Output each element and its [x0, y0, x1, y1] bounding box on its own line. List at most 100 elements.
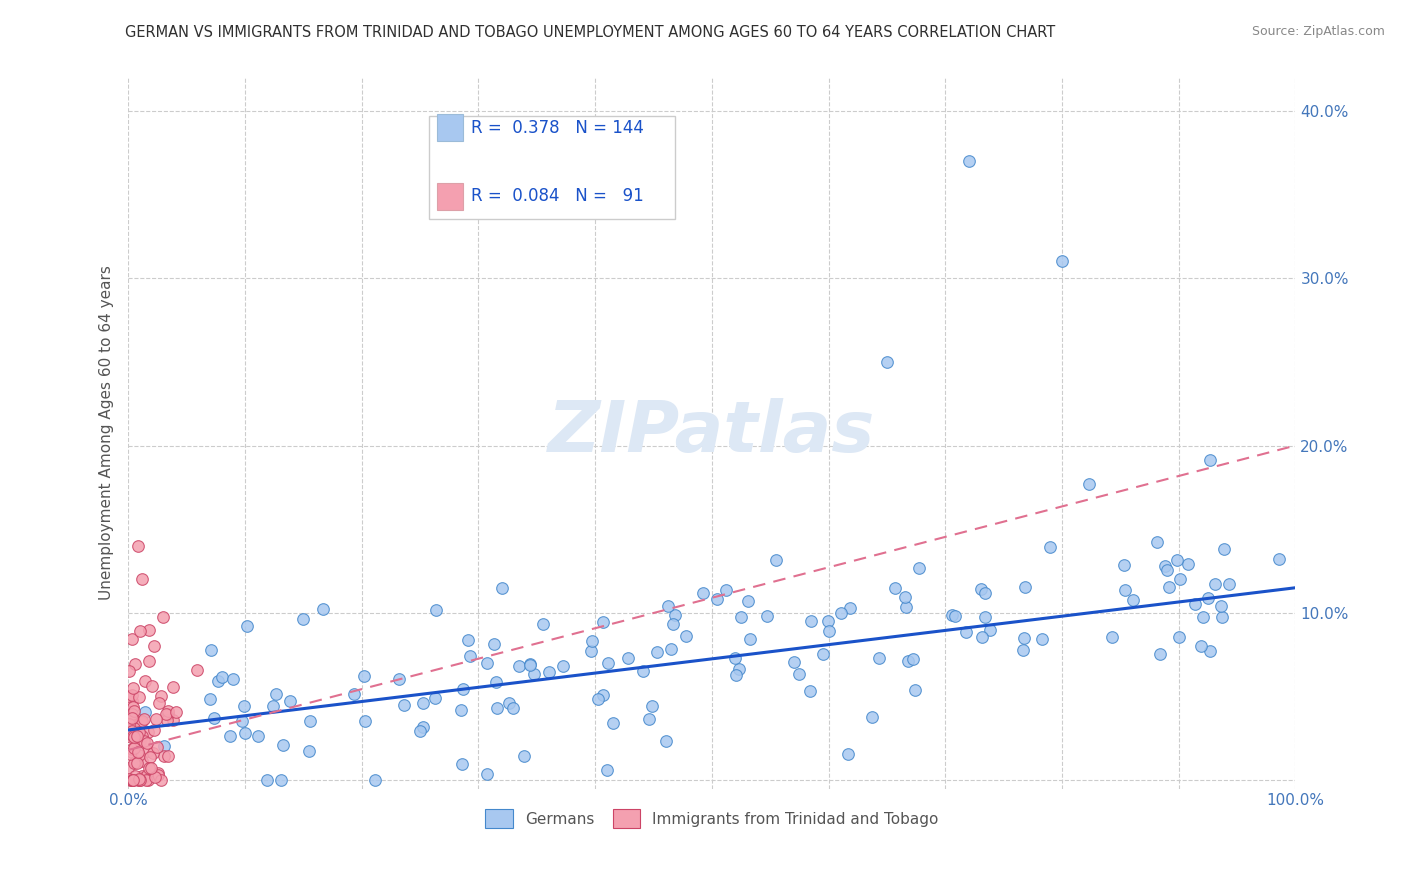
- Point: [818, 624, 841, 639]
- Point: [586, 692, 609, 706]
- Point: [136, 725, 159, 739]
- Point: [602, 716, 624, 731]
- Point: [1149, 647, 1171, 661]
- Point: [153, 739, 176, 754]
- Point: [675, 629, 697, 643]
- Point: [897, 654, 920, 668]
- Point: [904, 682, 927, 697]
- Point: [860, 709, 883, 723]
- Point: [148, 768, 170, 782]
- Point: [592, 615, 614, 629]
- Point: [135, 768, 157, 782]
- Point: [122, 700, 145, 714]
- Point: [706, 591, 728, 606]
- Point: [131, 729, 153, 743]
- Point: [451, 757, 474, 772]
- Point: [118, 714, 141, 728]
- Point: [508, 659, 530, 673]
- Point: [121, 711, 143, 725]
- Point: [135, 736, 157, 750]
- Point: [1077, 476, 1099, 491]
- Point: [155, 707, 177, 722]
- Point: [727, 662, 749, 676]
- Point: [475, 767, 498, 781]
- Point: [122, 773, 145, 788]
- Point: [157, 706, 180, 721]
- Point: [974, 585, 997, 599]
- Point: [124, 730, 146, 744]
- Point: [299, 714, 322, 728]
- Point: [142, 746, 165, 760]
- Point: [121, 632, 143, 646]
- Point: [127, 773, 149, 788]
- Point: [186, 663, 208, 677]
- Point: [146, 766, 169, 780]
- Point: [150, 773, 173, 788]
- Point: [124, 755, 146, 769]
- Point: [138, 750, 160, 764]
- Point: [200, 642, 222, 657]
- Point: [645, 645, 668, 659]
- Point: [1268, 552, 1291, 566]
- Point: [1192, 610, 1215, 624]
- Point: [513, 749, 536, 764]
- Point: [664, 608, 686, 623]
- Point: [1168, 630, 1191, 644]
- Point: [659, 642, 682, 657]
- Point: [800, 614, 823, 628]
- Point: [724, 651, 747, 665]
- Point: [1211, 609, 1233, 624]
- Point: [312, 602, 335, 616]
- Point: [616, 651, 638, 665]
- Point: [127, 756, 149, 770]
- Point: [120, 747, 142, 762]
- Point: [714, 583, 737, 598]
- Point: [894, 590, 917, 604]
- Point: [120, 730, 142, 744]
- Point: [121, 688, 143, 702]
- Point: [655, 733, 678, 747]
- Point: [118, 716, 141, 731]
- Point: [162, 714, 184, 728]
- Point: [128, 772, 150, 787]
- Point: [131, 714, 153, 728]
- Text: ZIPatlas: ZIPatlas: [548, 399, 876, 467]
- Point: [142, 640, 165, 654]
- Point: [143, 723, 166, 737]
- Point: [498, 696, 520, 710]
- Point: [876, 355, 898, 369]
- Point: [1197, 591, 1219, 606]
- Point: [128, 747, 150, 762]
- Point: [132, 712, 155, 726]
- Point: [409, 723, 432, 738]
- Point: [1114, 583, 1136, 598]
- Point: [262, 699, 284, 714]
- Point: [523, 667, 546, 681]
- Point: [233, 699, 256, 714]
- Point: [124, 657, 146, 671]
- Point: [266, 686, 288, 700]
- Point: [122, 704, 145, 718]
- Point: [246, 729, 269, 743]
- Point: [458, 648, 481, 663]
- Legend: Germans, Immigrants from Trinidad and Tobago: Germans, Immigrants from Trinidad and To…: [479, 804, 945, 834]
- Point: [641, 698, 664, 713]
- Point: [730, 609, 752, 624]
- Point: [633, 664, 655, 678]
- Point: [1177, 557, 1199, 571]
- Point: [1209, 599, 1232, 613]
- Point: [270, 773, 292, 788]
- Point: [162, 680, 184, 694]
- Point: [657, 599, 679, 613]
- Text: R =  0.378   N = 144: R = 0.378 N = 144: [471, 119, 644, 136]
- Point: [138, 623, 160, 637]
- Point: [120, 773, 142, 788]
- Point: [136, 773, 159, 788]
- Point: [128, 773, 150, 788]
- Point: [692, 586, 714, 600]
- Point: [724, 668, 747, 682]
- Point: [502, 700, 524, 714]
- Point: [117, 723, 139, 737]
- Point: [343, 688, 366, 702]
- Point: [737, 593, 759, 607]
